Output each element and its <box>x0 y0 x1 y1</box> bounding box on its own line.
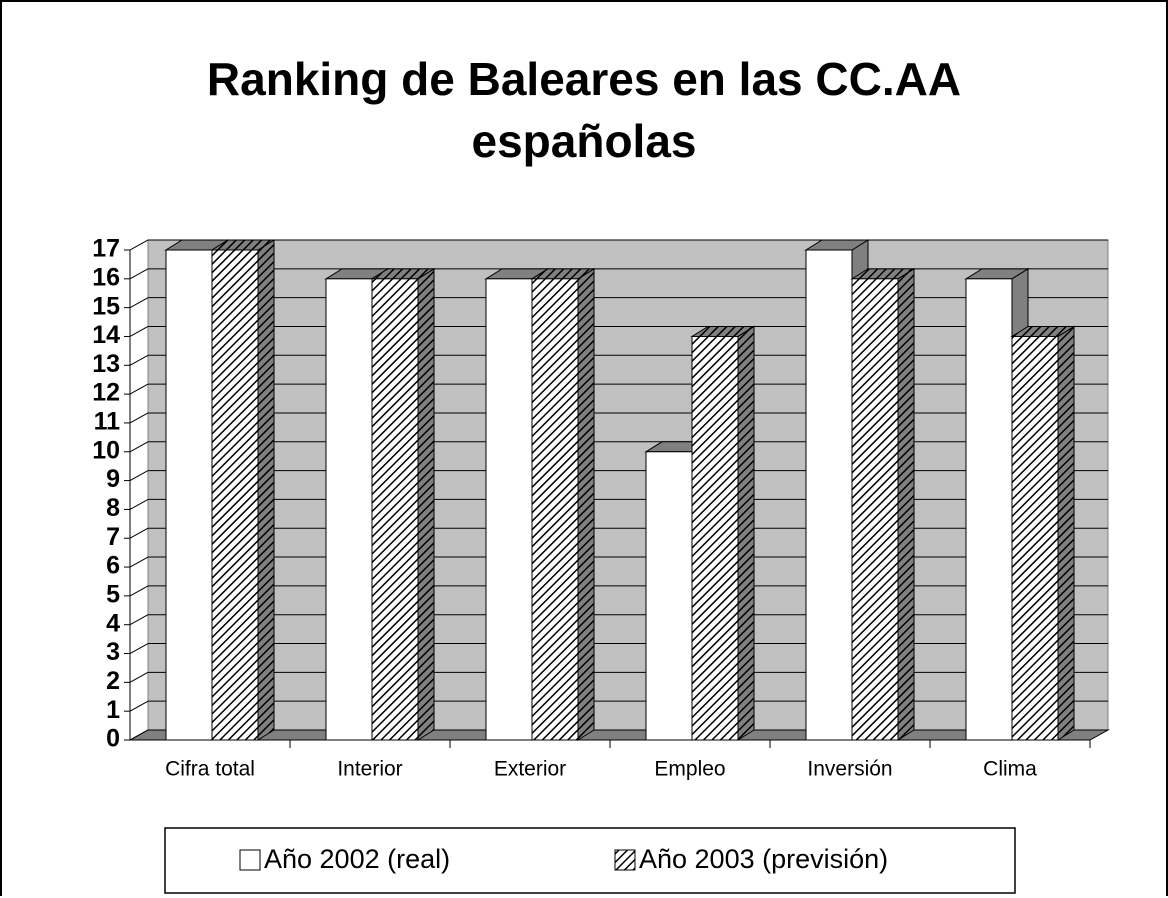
bar-front <box>851 278 899 741</box>
y-tick-label: 13 <box>92 350 120 378</box>
y-tick-label: 8 <box>106 494 120 522</box>
y-tick-label: 16 <box>92 263 120 291</box>
bar-front <box>325 278 373 741</box>
grid-line <box>129 498 149 510</box>
bar-side <box>257 239 275 741</box>
bar <box>210 239 276 741</box>
bar-front <box>485 278 533 741</box>
grid-line <box>129 556 149 568</box>
grid-line <box>129 297 149 309</box>
grid-line <box>129 470 149 482</box>
grid-line <box>129 729 149 741</box>
grid-line <box>129 441 149 453</box>
bar-front <box>211 249 259 741</box>
y-tick-label: 11 <box>94 408 121 436</box>
y-tick-label: 6 <box>106 552 120 580</box>
bar-front <box>371 278 419 741</box>
bar <box>850 267 916 741</box>
bar <box>964 267 1030 741</box>
bar <box>530 267 596 741</box>
y-tick-label: 0 <box>106 725 120 753</box>
legend-label: Año 2003 (previsión) <box>639 844 888 874</box>
bar-front <box>965 278 1013 741</box>
bar-front <box>1011 335 1059 741</box>
back-wall <box>147 239 1109 731</box>
y-tick-label: 10 <box>92 436 120 464</box>
bar-side <box>1057 325 1075 741</box>
grid-line <box>129 671 149 683</box>
y-tick-label: 9 <box>106 465 120 493</box>
bar-side <box>417 267 435 741</box>
bar-front <box>645 451 693 741</box>
grid-line <box>129 268 149 280</box>
bar-side <box>897 267 915 741</box>
x-tick-label: Clima <box>983 758 1037 781</box>
y-tick-label: 12 <box>92 379 120 407</box>
bar-front <box>691 335 739 741</box>
x-tick-label: Empleo <box>654 758 725 781</box>
grid-line <box>129 700 149 712</box>
x-tick-label: Cifra total <box>165 758 255 781</box>
bar-side <box>577 267 595 741</box>
bar-front <box>531 278 579 741</box>
y-tick-label: 3 <box>106 638 120 666</box>
grid-line <box>129 527 149 539</box>
y-tick-label: 2 <box>106 667 120 695</box>
floor <box>128 729 1110 741</box>
grid-line <box>129 614 149 626</box>
y-tick-label: 17 <box>92 235 120 263</box>
chart-title: Ranking de Baleares en las CC.AA español… <box>206 53 962 167</box>
y-tick-label: 7 <box>106 523 120 551</box>
x-tick-label: Inversión <box>807 758 892 781</box>
bar-side <box>737 325 755 741</box>
bar <box>1010 325 1076 741</box>
x-tick-label: Exterior <box>494 758 566 781</box>
bar <box>690 325 756 741</box>
y-tick-label: 5 <box>106 580 120 608</box>
legend-swatch <box>239 849 261 871</box>
y-tick-label: 1 <box>106 696 120 724</box>
legend-swatch <box>614 849 636 871</box>
legend-box <box>164 827 1016 894</box>
y-tick-label: 15 <box>92 292 120 320</box>
bar-front <box>805 249 853 741</box>
legend-label: Año 2002 (real) <box>264 844 450 874</box>
x-tick-label: Interior <box>337 758 402 781</box>
grid-line <box>129 643 149 654</box>
y-tick-label: 14 <box>92 321 120 349</box>
grid-line <box>129 354 149 366</box>
grid-line <box>129 412 149 424</box>
y-tick-label: 4 <box>106 609 120 637</box>
bar-front <box>165 249 213 741</box>
grid-line <box>129 585 149 597</box>
bar <box>370 267 436 741</box>
grid-line <box>129 383 149 395</box>
grid-line <box>129 326 149 337</box>
side-wall <box>129 239 149 741</box>
grid-line <box>129 239 149 251</box>
